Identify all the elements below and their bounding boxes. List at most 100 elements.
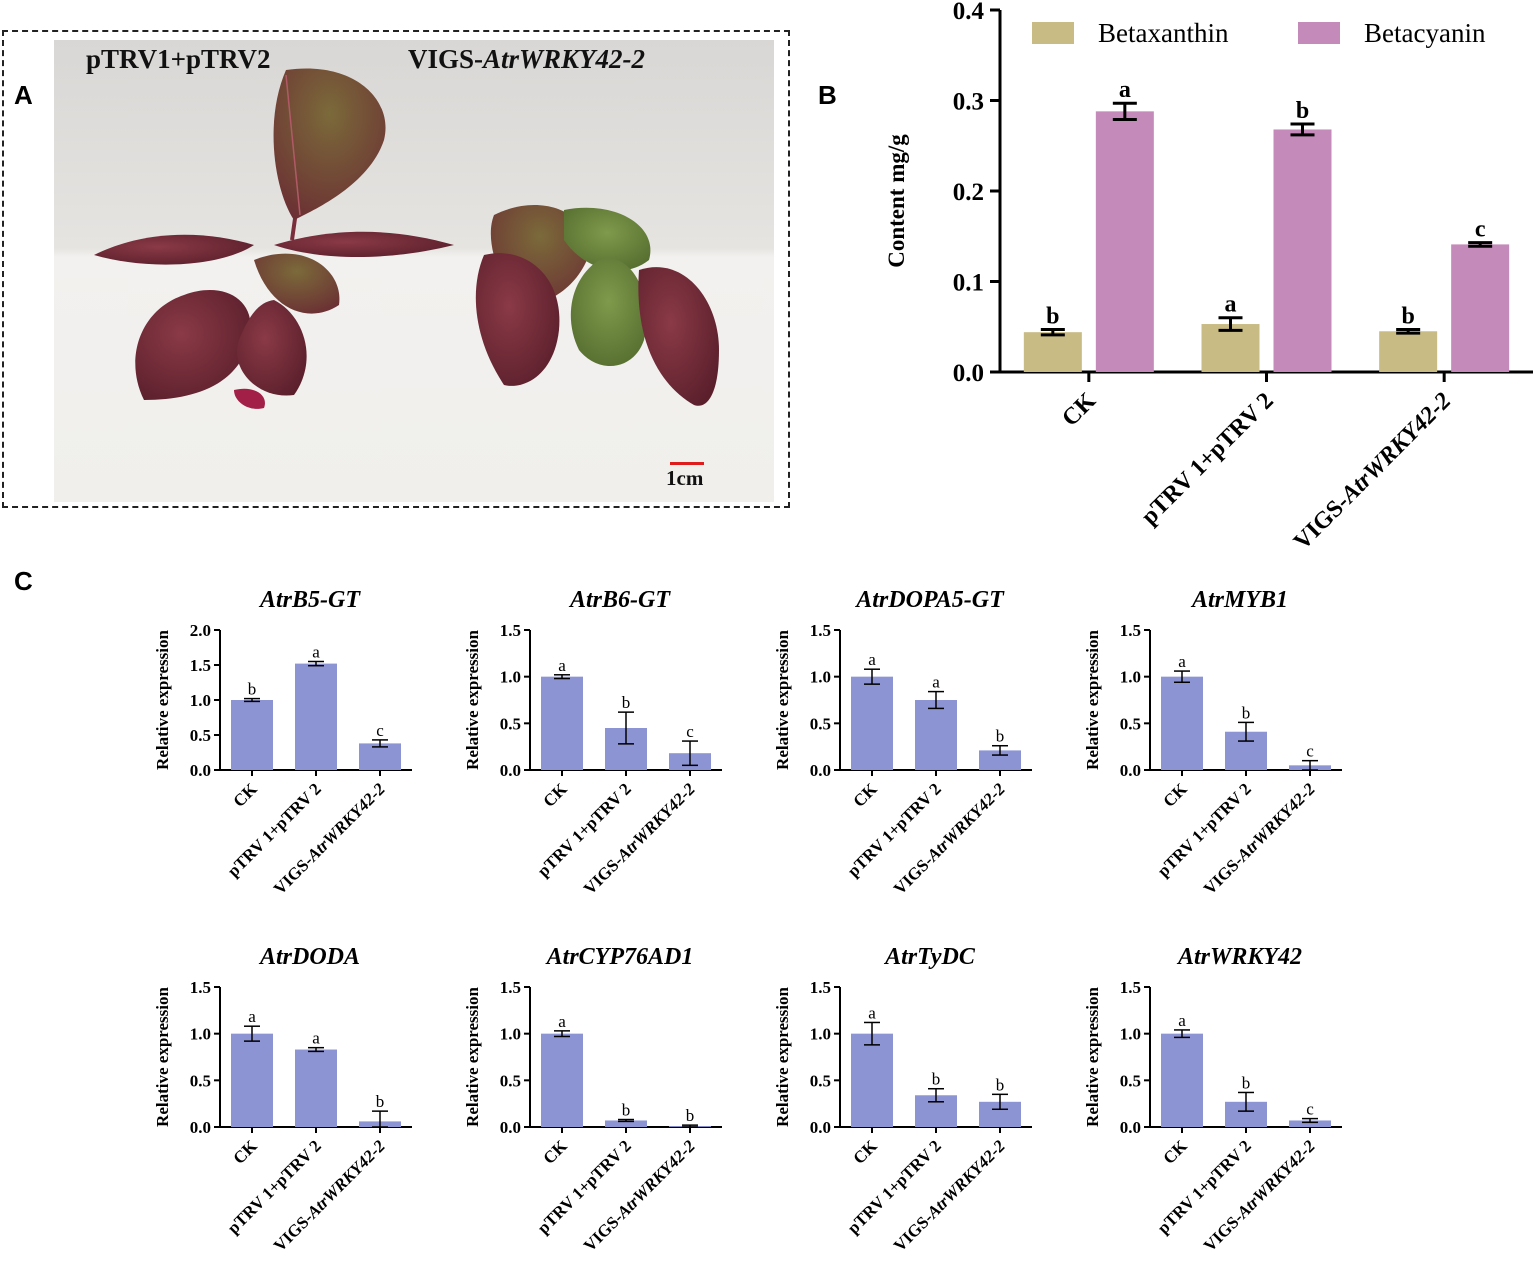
y-tick-label-0-0: 0.0	[500, 761, 521, 780]
sig-letter: a	[1225, 292, 1237, 318]
sig-letter: c	[1306, 742, 1314, 761]
x-tick-label-vigs-atrwrky42-2-gene: AtrWRKY42-2	[1335, 388, 1457, 510]
sig-letter: b	[996, 727, 1005, 746]
pigment-content-chart: 0.0 0.1 0.2 0.3 0.4 Content mg/g b a CK a b pTRV 1+…	[884, 0, 1533, 555]
y-tick-label-0-5: 0.5	[190, 726, 211, 745]
photo-frame	[2, 30, 790, 508]
y-tick-label-1-0: 1.0	[500, 668, 521, 687]
y-axis-title: Relative expression	[463, 629, 482, 769]
expression-chart-atrmyb1: AtrMYB1 0.0 0.5 1.0 1.5 Relative expression a C…	[1083, 587, 1342, 898]
y-axis-title: Content mg/g	[884, 134, 909, 268]
sig-letter: a	[932, 673, 940, 692]
chart-title: AtrB6-GT	[568, 587, 671, 613]
y-tick-label-1-5: 1.5	[500, 978, 521, 997]
plant-left	[94, 68, 454, 409]
bar-ck	[541, 676, 583, 770]
x-tick-label-ck: CK	[1057, 388, 1101, 432]
chart-title: AtrWRKY42	[1176, 944, 1302, 970]
photo-label-control: pTRV1+pTRV2	[86, 44, 271, 74]
expression-chart-atrcyp76ad1: AtrCYP76AD1 0.0 0.5 1.0 1.5 Relative expressi…	[463, 944, 722, 1255]
sig-letter: b	[1242, 1073, 1251, 1092]
y-tick-label-1-0: 1.0	[810, 668, 831, 687]
y-tick-label-1-5: 1.5	[810, 978, 831, 997]
sig-letter: b	[376, 1092, 385, 1111]
bar-vigs-atrwrky42-2	[1289, 1120, 1331, 1127]
bar-vigs-atrwrky42-2	[359, 743, 401, 770]
scale-bar-label: 1cm	[666, 466, 704, 490]
y-tick-label-1-5: 1.5	[810, 621, 831, 640]
y-axis-title: Relative expression	[153, 629, 172, 769]
x-tick-label-vigs-atrwrky42-2: VIGS-AtrWRKY42-2	[1200, 1136, 1319, 1255]
y-axis-title: Relative expression	[773, 629, 792, 769]
legend-label-betaxanthin: Betaxanthin	[1098, 18, 1229, 48]
y-tick-label-1-5: 1.5	[190, 978, 211, 997]
x-tick-label-vigs-atrwrky42-2: VIGS-AtrWRKY42-2	[270, 1136, 389, 1255]
sig-letter: a	[248, 1007, 256, 1026]
plant-right	[475, 204, 719, 406]
y-axis-title: Relative expression	[1083, 986, 1102, 1126]
expression-chart-atrwrky42: AtrWRKY42 0.0 0.5 1.0 1.5 Relative expression…	[1083, 944, 1342, 1255]
bar-ck	[1161, 1033, 1203, 1127]
y-axis-title: Relative expression	[463, 986, 482, 1126]
y-tick-label-0-5: 0.5	[810, 1071, 831, 1090]
bar-ptrv-1-ptrv-2	[295, 1049, 337, 1127]
y-tick-label-0-3: 0.3	[953, 89, 984, 116]
sig-letter: a	[558, 656, 566, 675]
bar-ptrv-1-ptrv-2	[915, 700, 957, 770]
y-tick-label-1-5: 1.5	[500, 621, 521, 640]
sig-letter: a	[1178, 1011, 1186, 1030]
expression-chart-atrb5-gt: AtrB5-GT 0.0 0.5 1.0 1.5 2.0 Relative expressi…	[153, 587, 412, 898]
y-tick-label-0-0: 0.0	[810, 761, 831, 780]
bar-ck	[851, 1033, 893, 1127]
y-tick-label-0-1: 0.1	[953, 270, 984, 297]
sig-letter: b	[1401, 303, 1414, 329]
y-tick-label-1-0: 1.0	[500, 1025, 521, 1044]
y-axis-title: Relative expression	[153, 986, 172, 1126]
photo-label-vigs: VIGS-AtrWRKY42-2	[408, 44, 645, 75]
sig-letter: b	[622, 693, 631, 712]
sig-letter: a	[558, 1012, 566, 1031]
chart-title: AtrB5-GT	[258, 587, 361, 613]
sig-letter: b	[1296, 98, 1309, 124]
x-tick-label-vigs-atrwrky42-2: VIGS-AtrWRKY42-2	[890, 779, 1009, 898]
bar-ptrv-1-ptrv-2	[605, 1120, 647, 1127]
sig-letter: c	[686, 722, 694, 741]
legend-swatch-betaxanthin	[1032, 22, 1074, 44]
bar-betacyanin-ptrv-1-ptrv-2	[1273, 129, 1332, 372]
chart-title: AtrTyDC	[883, 944, 976, 970]
y-tick-label-0-5: 0.5	[500, 1071, 521, 1090]
sig-letter: b	[248, 680, 257, 699]
x-tick-label-ck: CK	[849, 779, 881, 811]
expression-chart-atrtydc: AtrTyDC 0.0 0.5 1.0 1.5 Relative expression a C…	[773, 944, 1032, 1255]
x-tick-label-vigs-atrwrky42-2: VIGS-AtrWRKY42-2	[580, 779, 699, 898]
chart-title: AtrDODA	[258, 944, 360, 970]
expression-chart-atrdopa5-gt: AtrDOPA5-GT 0.0 0.5 1.0 1.5 Relative expressi…	[773, 587, 1032, 898]
photo-label-vigs-prefix: VIGS-	[408, 44, 484, 74]
y-tick-label-1-0: 1.0	[190, 1025, 211, 1044]
x-tick-label-ptrv-1-ptrv-2: pTRV 1+pTRV 2	[1136, 388, 1278, 530]
sig-letter: a	[868, 650, 876, 669]
bar-ck	[231, 700, 273, 770]
x-tick-label-vigs-atrwrky42-2: VIGS-AtrWRKY42-2	[1200, 779, 1319, 898]
sig-letter: a	[312, 643, 320, 662]
y-tick-label-0-5: 0.5	[810, 714, 831, 733]
y-tick-label-1-5: 1.5	[1120, 621, 1141, 640]
scale-bar	[670, 462, 704, 465]
y-tick-label-0-0: 0.0	[190, 1118, 211, 1137]
chart-title: AtrCYP76AD1	[545, 944, 694, 970]
y-tick-label-0-5: 0.5	[190, 1071, 211, 1090]
y-tick-label-0-0: 0.0	[500, 1118, 521, 1137]
y-tick-label-0-5: 0.5	[1120, 714, 1141, 733]
x-tick-label-vigs-atrwrky42-2: VIGS-AtrWRKY42-2	[890, 1136, 1009, 1255]
x-tick-label-ck: CK	[539, 779, 571, 811]
y-tick-label-2-0: 2.0	[190, 621, 211, 640]
bar-ck	[1161, 676, 1203, 770]
sig-letter: c	[1475, 217, 1486, 243]
sig-letter: a	[312, 1029, 320, 1048]
panel-letter-a: A	[14, 80, 33, 110]
x-tick-label-ck: CK	[849, 1136, 881, 1168]
legend-label-betacyanin: Betacyanin	[1364, 18, 1486, 48]
y-axis-title: Relative expression	[773, 986, 792, 1126]
legend-swatch-betacyanin	[1298, 22, 1340, 44]
x-tick-label-ck: CK	[1159, 779, 1191, 811]
